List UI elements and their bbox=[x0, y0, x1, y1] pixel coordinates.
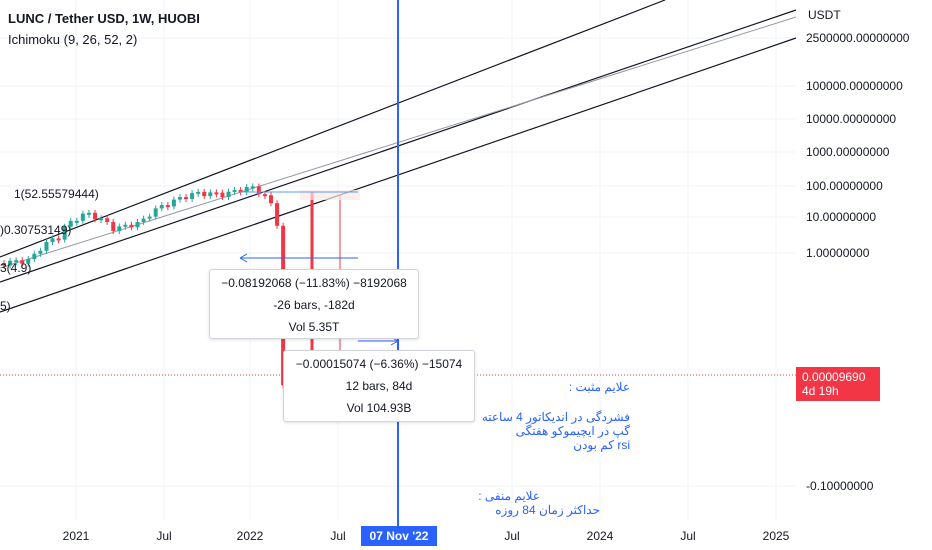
candle bbox=[38, 250, 43, 254]
candle bbox=[268, 195, 273, 204]
measure-box-2-change: −0.00015074 (−6.36%) −15074 bbox=[295, 357, 463, 371]
candle bbox=[165, 205, 170, 208]
candle bbox=[129, 224, 134, 228]
measure-box-1-change: −0.08192068 (−11.83%) −8192068 bbox=[221, 276, 407, 290]
measure-box-1-bars: -26 bars, -182d bbox=[273, 298, 355, 312]
kumo-cloud bbox=[300, 190, 360, 200]
candle bbox=[244, 186, 249, 193]
positive-sign-2: گپ در ایچیموکو هفتگی bbox=[515, 424, 630, 438]
candle bbox=[177, 197, 182, 200]
time-tick-3: Jul bbox=[330, 529, 345, 543]
candle bbox=[93, 212, 98, 220]
current-price-tag: 0.00009690 4d 19h bbox=[796, 367, 880, 401]
candle bbox=[232, 189, 237, 192]
chart-title: LUNC / Tether USD, 1W, HUOBI bbox=[8, 11, 200, 26]
candle bbox=[256, 186, 261, 195]
candle bbox=[50, 238, 55, 242]
candle bbox=[20, 260, 25, 264]
candle bbox=[226, 191, 231, 197]
candle bbox=[105, 218, 110, 222]
time-tick-5: 2024 bbox=[587, 529, 614, 543]
negative-signs-note[interactable]: علایم منفی : حداکثر زمان 84 روزه bbox=[470, 489, 600, 517]
indicator-label[interactable]: Ichimoku (9, 26, 52, 2) bbox=[8, 32, 138, 47]
measure-box-1-volume: Vol 5.35T bbox=[288, 320, 340, 334]
candle bbox=[44, 241, 49, 251]
candle bbox=[123, 224, 128, 227]
candle bbox=[202, 191, 207, 197]
fib-labels: 1(52.55579444) )0.30753149) 3(4.9) 5) bbox=[0, 187, 99, 313]
time-tick-0: 2021 bbox=[63, 529, 90, 543]
candle bbox=[208, 192, 213, 197]
negative-signs-title: علایم منفی : bbox=[478, 489, 540, 503]
candle bbox=[99, 218, 104, 221]
candle bbox=[196, 191, 201, 194]
price-axis-currency: USDT bbox=[808, 8, 841, 22]
fib-label-1: )0.30753149) bbox=[0, 223, 71, 237]
candle bbox=[171, 199, 176, 207]
positive-signs-note[interactable]: علایم مثبت : فشردگی در اندیکاتور 4 ساعته… bbox=[470, 380, 630, 452]
price-axis: USDT 2500000.00000000 100000.00000000 10000… bbox=[806, 8, 910, 493]
time-axis: 2021 Jul 2022 Jul Jul 2024 Jul 2025 bbox=[63, 529, 790, 543]
measure-box-1[interactable]: −0.08192068 (−11.83%) −8192068 -26 bars,… bbox=[209, 269, 419, 339]
candle bbox=[26, 259, 31, 264]
crosshair-date-tag: 07 Nov '22 bbox=[361, 526, 437, 546]
candle bbox=[8, 260, 13, 266]
price-tick-1: 100000.00000000 bbox=[806, 79, 903, 93]
negative-sign-1: حداکثر زمان 84 روزه bbox=[495, 503, 600, 517]
candle bbox=[184, 197, 189, 200]
candle bbox=[62, 226, 67, 240]
positive-sign-1: فشردگی در اندیکاتور 4 ساعته bbox=[481, 410, 630, 424]
candle bbox=[220, 192, 225, 197]
time-tick-6: Jul bbox=[680, 529, 695, 543]
candle bbox=[32, 253, 37, 260]
candle bbox=[117, 226, 122, 231]
candle bbox=[135, 221, 140, 228]
candle bbox=[190, 193, 195, 199]
candle bbox=[14, 260, 19, 263]
price-tick-4: 100.00000000 bbox=[806, 179, 883, 193]
measure-arrow-1-head bbox=[239, 253, 248, 263]
fib-label-2: 3(4.9) bbox=[0, 261, 31, 275]
price-tick-7: -0.10000000 bbox=[806, 479, 874, 493]
candle bbox=[262, 194, 267, 197]
candle bbox=[153, 208, 158, 217]
candle bbox=[80, 213, 85, 221]
candle bbox=[147, 216, 152, 219]
price-tick-2: 10000.00000000 bbox=[806, 112, 896, 126]
positive-signs-title: علایم مثبت : bbox=[568, 380, 630, 394]
candle bbox=[275, 203, 280, 226]
bar-countdown: 4d 19h bbox=[802, 384, 839, 398]
channel-upper-line bbox=[0, 0, 666, 258]
positive-sign-3: rsi کم بودن bbox=[573, 438, 630, 452]
candle bbox=[2, 263, 6, 266]
current-price-value: 0.00009690 bbox=[802, 370, 866, 384]
candle bbox=[141, 218, 146, 222]
candle bbox=[214, 192, 219, 195]
time-tick-1: Jul bbox=[156, 529, 171, 543]
candle bbox=[74, 220, 79, 223]
price-tick-3: 1000.00000000 bbox=[806, 145, 890, 159]
candle bbox=[238, 189, 243, 193]
measure-box-2-bars: 12 bars, 84d bbox=[345, 379, 413, 393]
price-tick-0: 2500000.00000000 bbox=[806, 31, 910, 45]
time-tick-7: 2025 bbox=[763, 529, 790, 543]
candle bbox=[111, 221, 116, 231]
price-tick-6: 1.00000000 bbox=[806, 246, 870, 260]
time-tick-4: Jul bbox=[504, 529, 519, 543]
time-tick-2: 2022 bbox=[237, 529, 264, 543]
candle bbox=[56, 238, 61, 241]
candle bbox=[86, 212, 91, 215]
fib-label-0: 1(52.55579444) bbox=[14, 187, 99, 201]
price-tick-5: 10.00000000 bbox=[806, 210, 876, 224]
measure-box-2[interactable]: −0.00015074 (−6.36%) −15074 12 bars, 84d… bbox=[283, 350, 475, 422]
candle bbox=[159, 205, 164, 209]
candle bbox=[68, 220, 73, 227]
candle bbox=[250, 186, 255, 189]
fib-label-3: 5) bbox=[0, 299, 11, 313]
measure-box-2-volume: Vol 104.93B bbox=[346, 401, 412, 415]
